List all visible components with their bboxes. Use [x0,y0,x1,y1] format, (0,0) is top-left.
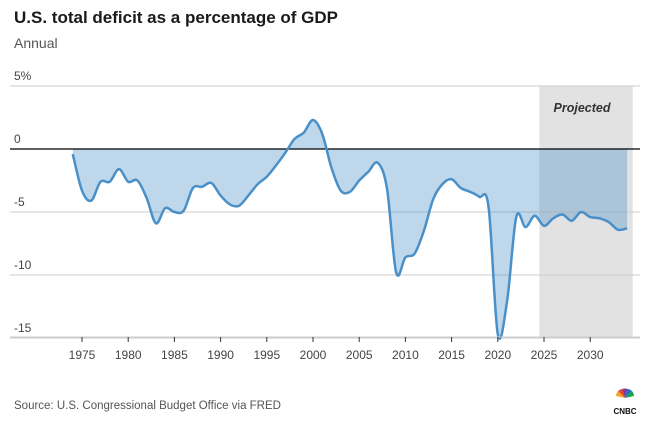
cnbc-logo: CNBC [613,388,637,416]
x-tick-label: 2030 [577,348,604,362]
x-tick-label: 2025 [531,348,558,362]
y-tick-label: -15 [14,321,32,335]
source-note: Source: U.S. Congressional Budget Office… [14,400,281,412]
x-tick-label: 2005 [346,348,373,362]
deficit-line [71,118,628,340]
x-tick-label: 1985 [161,348,188,362]
y-tick-label: -5 [14,195,25,209]
x-tick-label: 2015 [438,348,465,362]
chart-subtitle: Annual [14,35,58,51]
x-tick-label: 2020 [484,348,511,362]
deficit-area [72,120,628,339]
x-tick-label: 1980 [115,348,142,362]
y-tick-label: -10 [14,258,32,272]
x-tick-label: 2010 [392,348,419,362]
projected-label: Projected [554,101,611,115]
x-tick-label: 1990 [207,348,234,362]
chart-title: U.S. total deficit as a percentage of GD… [14,8,339,27]
y-tick-label: 0 [14,132,21,146]
x-tick-label: 1975 [69,348,96,362]
y-tick-label: 5% [14,69,32,83]
svg-text:CNBC: CNBC [613,407,636,416]
x-tick-label: 2000 [300,348,327,362]
x-tick-label: 1995 [253,348,280,362]
